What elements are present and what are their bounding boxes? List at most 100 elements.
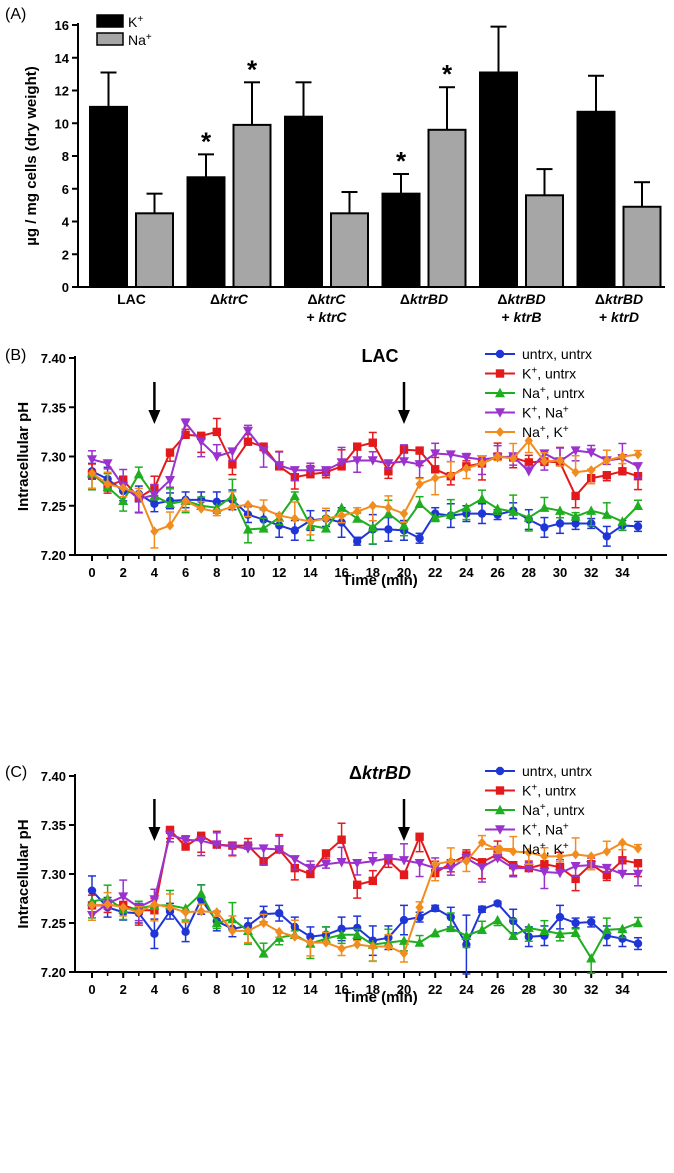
marker-square — [431, 465, 440, 474]
marker-square — [353, 880, 362, 889]
marker-triangle-up — [617, 516, 628, 526]
series-2 — [87, 466, 643, 545]
marker-square — [524, 458, 533, 467]
marker-triangle-down — [399, 856, 409, 866]
marker-circle — [618, 934, 627, 943]
marker-diamond — [306, 937, 315, 948]
x-tick-label: 32 — [584, 565, 598, 580]
marker-triangle-up — [508, 930, 519, 940]
marker-triangle-up — [321, 523, 331, 533]
marker-square — [368, 438, 377, 447]
x-tick-label: 0 — [88, 565, 95, 580]
marker-triangle-up — [495, 804, 505, 815]
marker-square — [165, 448, 175, 457]
marker-triangle-down — [367, 857, 378, 867]
y-tick-label: 7.30 — [41, 867, 66, 882]
legend-item-0: untrx, untrx — [485, 346, 592, 362]
marker-square — [384, 467, 393, 476]
marker-diamond — [633, 843, 643, 854]
legend-swatch-1 — [96, 32, 124, 46]
marker-diamond — [337, 510, 346, 521]
marker-square — [540, 860, 549, 869]
y-tick-label: 7.20 — [41, 548, 66, 563]
y-tick-label: 7.25 — [41, 916, 66, 931]
y-axis-label-a: µg / mg cells (dry weight) — [23, 66, 40, 246]
marker-diamond — [524, 435, 533, 446]
marker-triangle-up — [508, 506, 519, 516]
x-tick-label: 12 — [272, 565, 286, 580]
bar-k-1 — [186, 176, 226, 289]
marker-triangle-down — [243, 844, 253, 854]
category-label-2: ΔktrC — [307, 291, 346, 307]
marker-diamond — [243, 499, 253, 510]
marker-diamond — [633, 449, 643, 460]
x-tick-label: 32 — [584, 982, 598, 997]
y-tick-label-a: 10 — [55, 116, 69, 131]
marker-circle — [415, 534, 424, 543]
marker-circle — [353, 537, 362, 546]
legend-item-2: Na+, untrx — [485, 385, 585, 402]
marker-square — [197, 431, 206, 441]
marker-triangle-down — [211, 840, 222, 850]
marker-triangle-up — [617, 923, 628, 934]
legend-label: untrx, untrx — [522, 763, 592, 779]
marker-triangle-down — [336, 858, 347, 868]
marker-diamond — [103, 899, 112, 910]
legend-label: K+, untrx — [522, 365, 576, 382]
marker-triangle-down — [227, 447, 238, 457]
marker-diamond — [540, 851, 549, 862]
marker-triangle-up — [601, 509, 612, 519]
marker-triangle-down — [617, 869, 628, 880]
x-tick-label: 8 — [213, 982, 220, 997]
x-tick-label: 16 — [334, 565, 348, 580]
marker-triangle-down — [523, 863, 534, 874]
marker-diamond — [321, 513, 331, 524]
marker-triangle-down — [477, 862, 487, 873]
bar-k-0 — [89, 105, 128, 288]
y-tick-label: 7.40 — [41, 769, 66, 784]
x-tick-label: 6 — [182, 982, 189, 997]
marker-diamond — [337, 943, 346, 954]
marker-square — [602, 870, 611, 880]
legend-label: Na+, untrx — [522, 385, 585, 402]
y-tick-label-a: 6 — [62, 182, 69, 197]
marker-triangle-up — [570, 511, 581, 521]
marker-diamond — [150, 526, 159, 537]
x-tick-label: 20 — [397, 565, 411, 580]
marker-diamond — [368, 941, 377, 952]
marker-triangle-down — [352, 859, 363, 869]
marker-circle — [337, 924, 346, 934]
marker-triangle-down — [555, 868, 565, 879]
x-tick-label: 26 — [490, 982, 504, 997]
marker-triangle-up — [523, 512, 534, 522]
marker-diamond — [540, 456, 549, 467]
category-label-5: ΔktrBD — [595, 291, 643, 307]
x-tick-label: 18 — [366, 565, 380, 580]
marker-triangle-down — [414, 859, 425, 869]
marker-circle — [150, 929, 159, 938]
category-label-line2-4: + ktrB — [501, 309, 541, 325]
marker-triangle-up — [555, 505, 565, 515]
marker-diamond — [493, 451, 502, 462]
x-tick-label: 10 — [241, 565, 255, 580]
marker-diamond — [228, 925, 237, 936]
bar-k-3 — [381, 192, 421, 289]
marker-triangle-up — [492, 503, 503, 513]
marker-diamond — [477, 837, 487, 848]
marker-triangle-up — [461, 930, 472, 940]
marker-triangle-down — [165, 475, 175, 486]
bar-na-4 — [525, 194, 564, 288]
marker-triangle-down — [430, 449, 441, 459]
marker-diamond — [618, 451, 627, 462]
chart-title-b: LAC — [362, 346, 399, 366]
marker-circle — [384, 525, 393, 534]
marker-triangle-down — [243, 426, 253, 437]
marker-square — [495, 786, 505, 795]
legend-item-1: K+, untrx — [485, 782, 576, 799]
marker-triangle-down — [227, 842, 238, 852]
y-tick-label-a: 16 — [55, 18, 69, 33]
significance-star: * — [396, 146, 407, 176]
marker-triangle-up — [539, 925, 550, 936]
